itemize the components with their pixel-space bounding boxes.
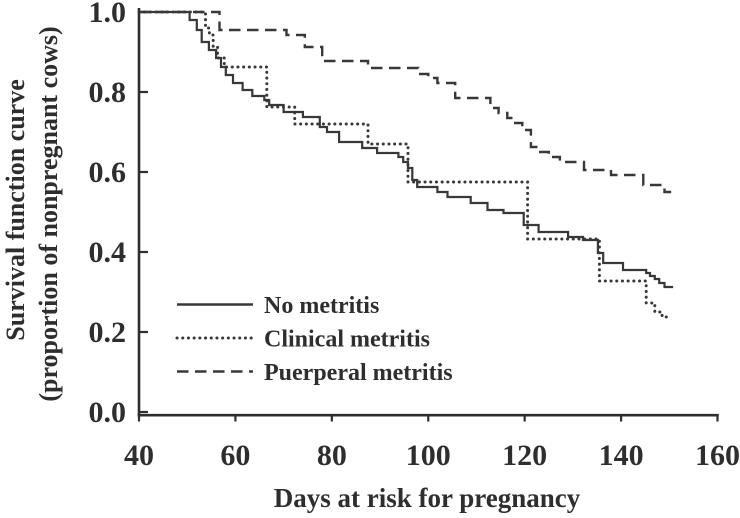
axes-layer: 0.0 0.2 0.4 0.6 0.8 1.0 40 60 80 100 120 140 160 — [89, 0, 740, 472]
x-tick-label: 80 — [317, 439, 347, 472]
legend-label: Puerperal metritis — [264, 360, 453, 386]
series-curve-solid — [139, 10, 674, 289]
y-tick-label: 0.2 — [89, 316, 127, 349]
legend-label: Clinical metritis — [264, 327, 430, 353]
series-layer — [137, 10, 674, 319]
x-tick-label: 100 — [406, 439, 451, 472]
y-axis-title-line2: (proportion of nonpregnant cows) — [34, 26, 63, 401]
y-tick-label: 1.0 — [89, 0, 127, 29]
x-tick-label: 40 — [124, 439, 154, 472]
x-tick-label: 140 — [599, 439, 644, 472]
x-tick-label: 120 — [502, 439, 547, 472]
legend: No metritis Clinical metritis Puerperal me… — [175, 293, 453, 386]
y-tick-label: 0.8 — [89, 76, 127, 109]
y-axis-title-line1: Survival function curve — [1, 79, 30, 340]
x-tick-label: 160 — [695, 439, 740, 472]
x-tick-label: 60 — [220, 439, 250, 472]
y-tick-label: 0.6 — [89, 156, 127, 189]
x-axis-title: Days at risk for pregnancy — [274, 483, 581, 513]
y-tick-label: 0.0 — [89, 396, 127, 429]
series-curve-dotted — [137, 10, 671, 319]
series-curve-dashed — [139, 10, 672, 194]
y-tick-label: 0.4 — [89, 236, 127, 269]
legend-label: No metritis — [264, 293, 379, 319]
